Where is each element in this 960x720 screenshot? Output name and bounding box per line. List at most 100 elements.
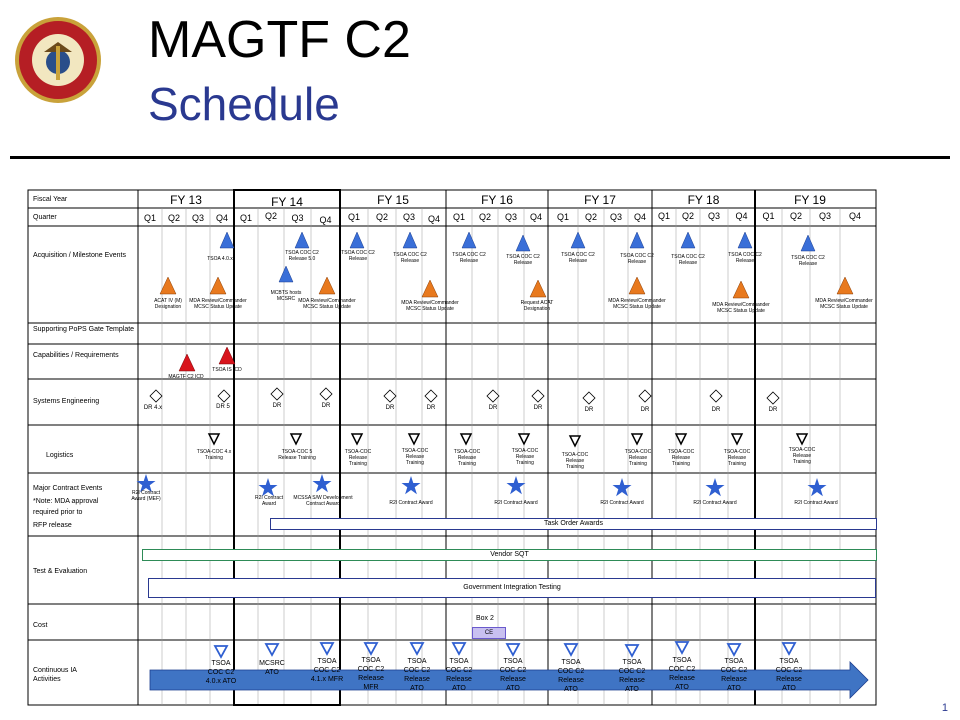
milestone-label: TSOA COC C2 Release — [728, 252, 762, 264]
logistics-triangle-icon — [517, 433, 531, 446]
ia-label: TSOA COC C2 Release ATO — [720, 658, 748, 692]
milestone-blue-icon — [737, 231, 753, 249]
dr-diamond-icon — [270, 387, 284, 401]
quarter-label: Q4 — [215, 213, 228, 223]
quarter-label: Q3 — [707, 211, 720, 221]
milestone-blue-icon — [570, 231, 586, 249]
row-label-contract-3: required prior to — [33, 509, 83, 516]
logistics-triangle-icon — [350, 433, 364, 446]
milestone-label: TSOA COC C2 Release — [341, 250, 375, 262]
milestone-blue-icon — [402, 231, 418, 249]
logistics-label: TSOA-COC Release Training — [511, 448, 539, 466]
quarter-label: Q1 — [657, 211, 670, 221]
page-subtitle: Schedule — [148, 78, 340, 130]
milestone-blue-icon — [349, 231, 365, 249]
dr-label: DR — [488, 405, 498, 411]
dr-label: DR 4.x — [143, 405, 163, 411]
row-label-contract-2: *Note: MDA approval — [33, 498, 99, 505]
milestone-label: TSOA COC C2 Release — [506, 254, 540, 266]
quarter-label: Q3 — [291, 213, 304, 223]
row-label-fiscal-year: Fiscal Year — [33, 196, 68, 203]
milestone-label: MDA Review/Commander MCSC Status Update — [815, 298, 873, 310]
milestone-blue-icon — [800, 234, 816, 252]
continuous-ia-arrow — [149, 661, 869, 699]
logistics-triangle-icon — [568, 435, 582, 448]
dr-diamond-icon — [486, 389, 500, 403]
logistics-label: TSOA-COC Release Training — [667, 449, 695, 467]
quarter-label: Q2 — [681, 211, 694, 221]
ia-label: TSOA COC C2 4.1.x MFR — [310, 658, 344, 683]
ia-label: TSOA COC C2 Release MFR — [357, 657, 385, 691]
dr-label: DR — [272, 403, 282, 409]
quarter-label: Q3 — [609, 212, 622, 222]
milestone-orange-icon — [421, 279, 439, 298]
contract-star-icon — [612, 478, 632, 497]
ia-triangle-icon — [563, 643, 579, 657]
quarter-label: Q1 — [556, 212, 569, 222]
row-label-logistics: Logistics — [46, 452, 74, 459]
logistics-label: TSOA-COC Release Training — [624, 449, 652, 467]
row-label-acquisition: Acquisition / Milestone Events — [33, 252, 126, 259]
contract-star-icon — [258, 478, 278, 497]
logistics-label: TSOA-COC Release Training — [561, 452, 589, 470]
contract-star-icon — [506, 476, 526, 495]
logistics-triangle-icon — [730, 433, 744, 446]
row-label-cost: Cost — [33, 622, 48, 629]
quarter-label: Q3 — [504, 212, 517, 222]
vendor-sqt-band: Vendor SQT — [142, 549, 877, 561]
ia-label: TSOA COC C2 Release ATO — [775, 658, 803, 692]
dr-diamond-icon — [424, 389, 438, 403]
ia-triangle-icon — [409, 642, 425, 656]
capability-red-icon — [178, 353, 196, 372]
contract-label: R2I Contract Award — [254, 495, 284, 507]
milestone-label: MDA Review/Commander MCSC Status Update — [401, 300, 459, 312]
fy-header: FY 19 — [794, 193, 826, 207]
government-integration-testing-band: Government Integration Testing — [148, 578, 876, 598]
contract-label: R2I Contract Award — [494, 500, 538, 506]
milestone-label: MDA Review/Commander MCSC Status Update — [608, 298, 666, 310]
quarter-label: Q4 — [319, 215, 332, 225]
ia-label: TSOA COC C2 Release ATO — [403, 658, 431, 692]
quarter-label: Q4 — [735, 211, 748, 221]
milestone-orange-icon — [159, 276, 177, 295]
logistics-label: TSOA-COC Release Training — [788, 447, 816, 465]
milestone-blue-icon — [294, 231, 310, 249]
title-divider — [10, 156, 950, 159]
milestone-label: ACAT IV (M) Designation — [154, 298, 182, 310]
cost-estimate-box: CE — [472, 627, 506, 639]
ia-triangle-icon — [726, 643, 742, 657]
ia-label: MCSRC ATO — [259, 660, 285, 676]
milestone-label: TSOA COC C2 Release — [620, 253, 654, 265]
fy-header: FY 15 — [377, 193, 409, 207]
milestone-orange-icon — [836, 276, 854, 295]
milestone-orange-icon — [209, 276, 227, 295]
capability-red-icon — [218, 346, 236, 365]
logistics-label: TSOA-COC Release Training — [723, 449, 751, 467]
page-title: MAGTF C2 — [148, 11, 411, 69]
ia-triangle-icon — [213, 645, 229, 659]
milestone-label: TSOA 4.0.x — [207, 256, 233, 262]
row-label-continuous-ia: Continuous IA Activities — [33, 667, 77, 683]
contract-label: R2I Contract Award — [693, 500, 737, 506]
quarter-label: Q4 — [427, 214, 440, 224]
task-order-awards-band: Task Order Awards — [270, 518, 877, 530]
row-label-test-eval: Test & Evaluation — [33, 568, 88, 575]
quarter-label: Q1 — [762, 211, 775, 221]
contract-star-icon — [136, 474, 156, 493]
milestone-label: TSOA COC C2 Release — [393, 252, 427, 264]
quarter-label: Q3 — [191, 213, 204, 223]
ia-triangle-icon — [319, 642, 335, 656]
milestone-label: TSOA COC C2 Release — [561, 252, 595, 264]
dr-label: DR — [385, 405, 395, 411]
milestone-blue-icon — [680, 231, 696, 249]
contract-label: R2I Contract Award — [600, 500, 644, 506]
quarter-label: Q2 — [167, 213, 180, 223]
milestone-label: MDA Review/Commander MCSC Status Update — [298, 298, 356, 310]
quarter-label: Q2 — [584, 212, 597, 222]
dr-diamond-icon — [531, 389, 545, 403]
quarter-label: Q1 — [143, 213, 156, 223]
quarter-label: Q4 — [529, 212, 542, 222]
milestone-label: MCBTS hosts MCSRC — [270, 290, 302, 302]
milestone-label: TSOA COC C2 Release 5.0 — [285, 250, 319, 262]
